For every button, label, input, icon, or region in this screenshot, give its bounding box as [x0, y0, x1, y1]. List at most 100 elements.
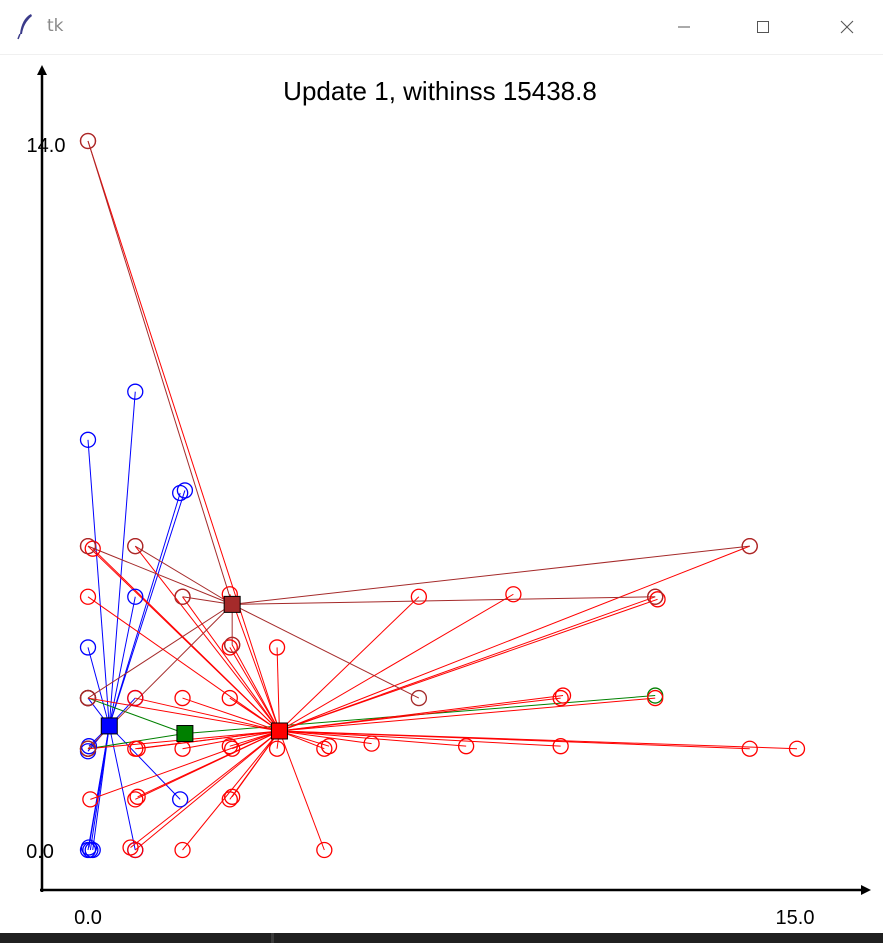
assignment-line-red-31: [279, 730, 798, 750]
data-point-red-19: [221, 738, 238, 755]
data-point-brown-1: [79, 537, 97, 555]
assignment-line-red-25: [279, 730, 467, 747]
data-point-red-25: [457, 738, 475, 755]
assignment-lines: [87, 140, 798, 851]
data-point-red-36: [82, 791, 99, 808]
y-tick-label-min: 0.0: [26, 841, 54, 863]
tk-canvas[interactable]: [0, 54, 883, 933]
taskbar-separator: [271, 933, 274, 943]
data-point-red-30: [741, 740, 758, 757]
maximize-button[interactable]: [731, 0, 795, 54]
data-point-blue-11: [176, 482, 194, 499]
assignment-line-red-4: [87, 596, 280, 732]
data-point-red-4: [79, 588, 97, 605]
window-title: tk: [47, 16, 64, 36]
data-point-red-13: [649, 591, 666, 608]
data-point-red-24: [363, 735, 380, 752]
data-point-red-21: [268, 740, 286, 757]
data-point-blue-2: [84, 841, 101, 859]
assignment-line-red-2: [92, 548, 280, 732]
maximize-icon: [757, 21, 769, 33]
title-bar[interactable]: tk: [0, 0, 883, 54]
assignment-line-blue-7: [87, 647, 110, 727]
data-point-red-39: [221, 791, 238, 808]
assignment-line-red-24: [279, 730, 372, 745]
centroid-green: [176, 725, 194, 743]
assignment-line-red-44: [278, 730, 325, 851]
assignment-line-blue-11: [108, 490, 186, 727]
minimize-icon: [678, 26, 690, 28]
assignment-line-red-42: [130, 730, 280, 848]
assignment-line-red-34: [137, 730, 280, 750]
assignment-line-red-13: [279, 598, 658, 732]
data-point-red-27: [647, 689, 664, 707]
kmeans-plot[interactable]: Update 1, withinss 15438.8 14.0 0.0 0.0 …: [0, 54, 883, 933]
data-point-red-44: [316, 841, 333, 859]
assignment-line-red-0: [87, 140, 280, 732]
assignment-line-red-41: [134, 730, 280, 851]
assignment-line-brown-7: [231, 603, 420, 699]
assignment-line-red-35: [182, 730, 280, 750]
assignment-line-red-9: [276, 647, 280, 732]
close-button[interactable]: [810, 0, 883, 54]
assignment-line-red-27: [279, 697, 656, 732]
assignment-line-red-11: [279, 593, 514, 732]
centroid-brown: [223, 595, 241, 613]
assignment-line-red-40: [231, 730, 280, 798]
data-point-brown-8: [79, 689, 97, 707]
assignment-line-red-5: [182, 596, 280, 732]
assignment-line-red-26: [279, 730, 561, 747]
assignment-line-red-7: [229, 647, 280, 732]
assignment-line-red-14: [279, 545, 750, 732]
data-point-blue-9: [127, 383, 144, 400]
assignment-line-blue-10: [108, 492, 181, 727]
data-point-brown-3: [174, 588, 191, 605]
assignment-line-blue-12: [108, 596, 136, 727]
assignment-line-red-3: [134, 545, 280, 732]
data-point-red-18: [221, 689, 238, 707]
assignment-line-brown-1: [87, 545, 233, 605]
assignment-line-red-15: [87, 697, 280, 732]
data-point-brown-6: [647, 588, 664, 605]
data-point-blue-8: [79, 431, 97, 448]
assignment-line-red-16: [135, 697, 280, 732]
minimize-button[interactable]: [652, 0, 716, 54]
data-point-red-28: [552, 689, 569, 707]
assignment-line-blue-8: [87, 439, 110, 726]
data-point-brown-7: [410, 689, 428, 707]
assignment-line-red-17: [182, 697, 280, 732]
data-points: [79, 132, 806, 859]
data-point-red-42: [122, 839, 139, 856]
data-point-brown-9: [79, 740, 97, 757]
assignment-line-red-6: [229, 594, 280, 732]
assignment-line-red-10: [279, 596, 420, 732]
assignment-line-blue-14: [108, 725, 181, 800]
data-point-blue-14: [172, 791, 189, 808]
assignment-line-green-1: [87, 697, 186, 734]
data-point-brown-4: [224, 636, 241, 654]
assignment-line-red-38: [137, 730, 280, 798]
data-point-red-17: [174, 689, 191, 707]
assignment-line-brown-0: [87, 140, 233, 605]
data-point-red-23: [320, 738, 338, 755]
assignment-line-red-29: [279, 695, 564, 732]
data-point-red-11: [505, 586, 522, 603]
centroid-red: [270, 722, 288, 740]
assignment-line-red-36: [90, 730, 280, 800]
data-point-red-38: [129, 788, 146, 805]
data-point-red-37: [127, 791, 144, 808]
data-point-red-7: [221, 639, 238, 656]
data-point-red-34: [129, 740, 146, 757]
data-point-red-26: [552, 738, 569, 755]
assignment-line-brown-8: [87, 603, 233, 699]
data-point-blue-3: [80, 839, 98, 856]
data-point-brown-5: [741, 537, 758, 555]
x-tick-label-max: 15.0: [776, 907, 815, 929]
data-point-red-9: [268, 639, 286, 656]
assignment-line-red-8: [231, 644, 280, 732]
data-point-red-20: [224, 740, 241, 757]
data-point-red-16: [127, 689, 144, 707]
chart-title: Update 1, withinss 15438.8: [283, 76, 597, 106]
data-point-red-10: [410, 588, 428, 605]
